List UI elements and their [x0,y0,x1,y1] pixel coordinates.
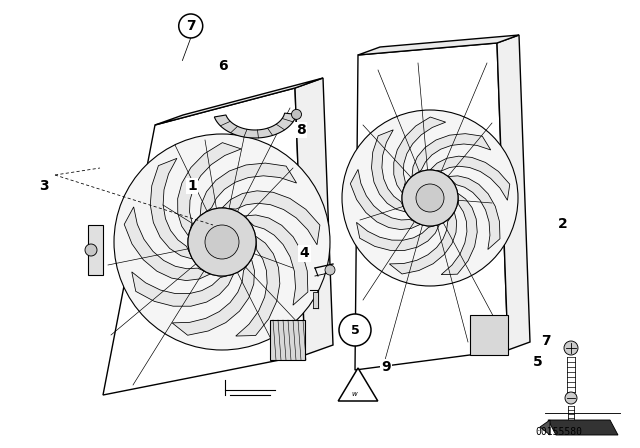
Polygon shape [358,35,519,55]
Polygon shape [350,169,420,229]
Polygon shape [441,193,477,275]
Text: 7: 7 [186,19,196,33]
Polygon shape [178,142,241,236]
Text: 5: 5 [532,355,543,369]
Polygon shape [356,222,440,250]
Circle shape [188,208,256,276]
Text: 9: 9 [381,360,391,375]
Polygon shape [371,130,406,212]
Polygon shape [236,236,280,336]
Text: 8: 8 [296,123,306,137]
Polygon shape [470,315,508,355]
Polygon shape [172,259,255,335]
Text: 6: 6 [218,59,228,73]
Text: 7: 7 [541,334,551,349]
Circle shape [402,170,458,226]
Polygon shape [155,78,323,125]
Polygon shape [214,113,296,138]
Polygon shape [132,272,234,306]
Text: 1: 1 [187,179,197,193]
Text: 3: 3 [38,179,49,193]
Circle shape [85,244,97,256]
Polygon shape [389,212,457,274]
Polygon shape [448,176,500,250]
Circle shape [564,341,578,355]
Text: 2: 2 [557,217,568,231]
Text: 4: 4 [300,246,310,260]
Polygon shape [355,43,508,370]
Circle shape [416,184,444,212]
Circle shape [342,110,518,286]
Circle shape [565,392,577,404]
Polygon shape [222,191,320,245]
Polygon shape [548,420,618,435]
Polygon shape [150,158,193,259]
Circle shape [114,134,330,350]
Circle shape [205,225,239,259]
Circle shape [188,208,256,276]
Circle shape [291,109,301,119]
Text: 5: 5 [351,323,360,336]
Polygon shape [270,320,305,360]
Polygon shape [430,156,510,200]
Polygon shape [295,78,333,355]
Polygon shape [497,35,530,350]
Polygon shape [412,134,491,177]
Polygon shape [338,368,378,401]
Polygon shape [124,207,211,280]
Polygon shape [540,420,550,435]
Circle shape [325,265,335,275]
Polygon shape [394,117,445,193]
Circle shape [179,14,203,38]
Polygon shape [103,88,305,395]
Text: 00155580: 00155580 [535,427,582,437]
Polygon shape [200,163,296,216]
Polygon shape [88,225,103,275]
Circle shape [402,170,458,226]
Text: w: w [351,391,357,397]
Polygon shape [244,215,308,305]
Circle shape [339,314,371,346]
Polygon shape [313,292,318,308]
